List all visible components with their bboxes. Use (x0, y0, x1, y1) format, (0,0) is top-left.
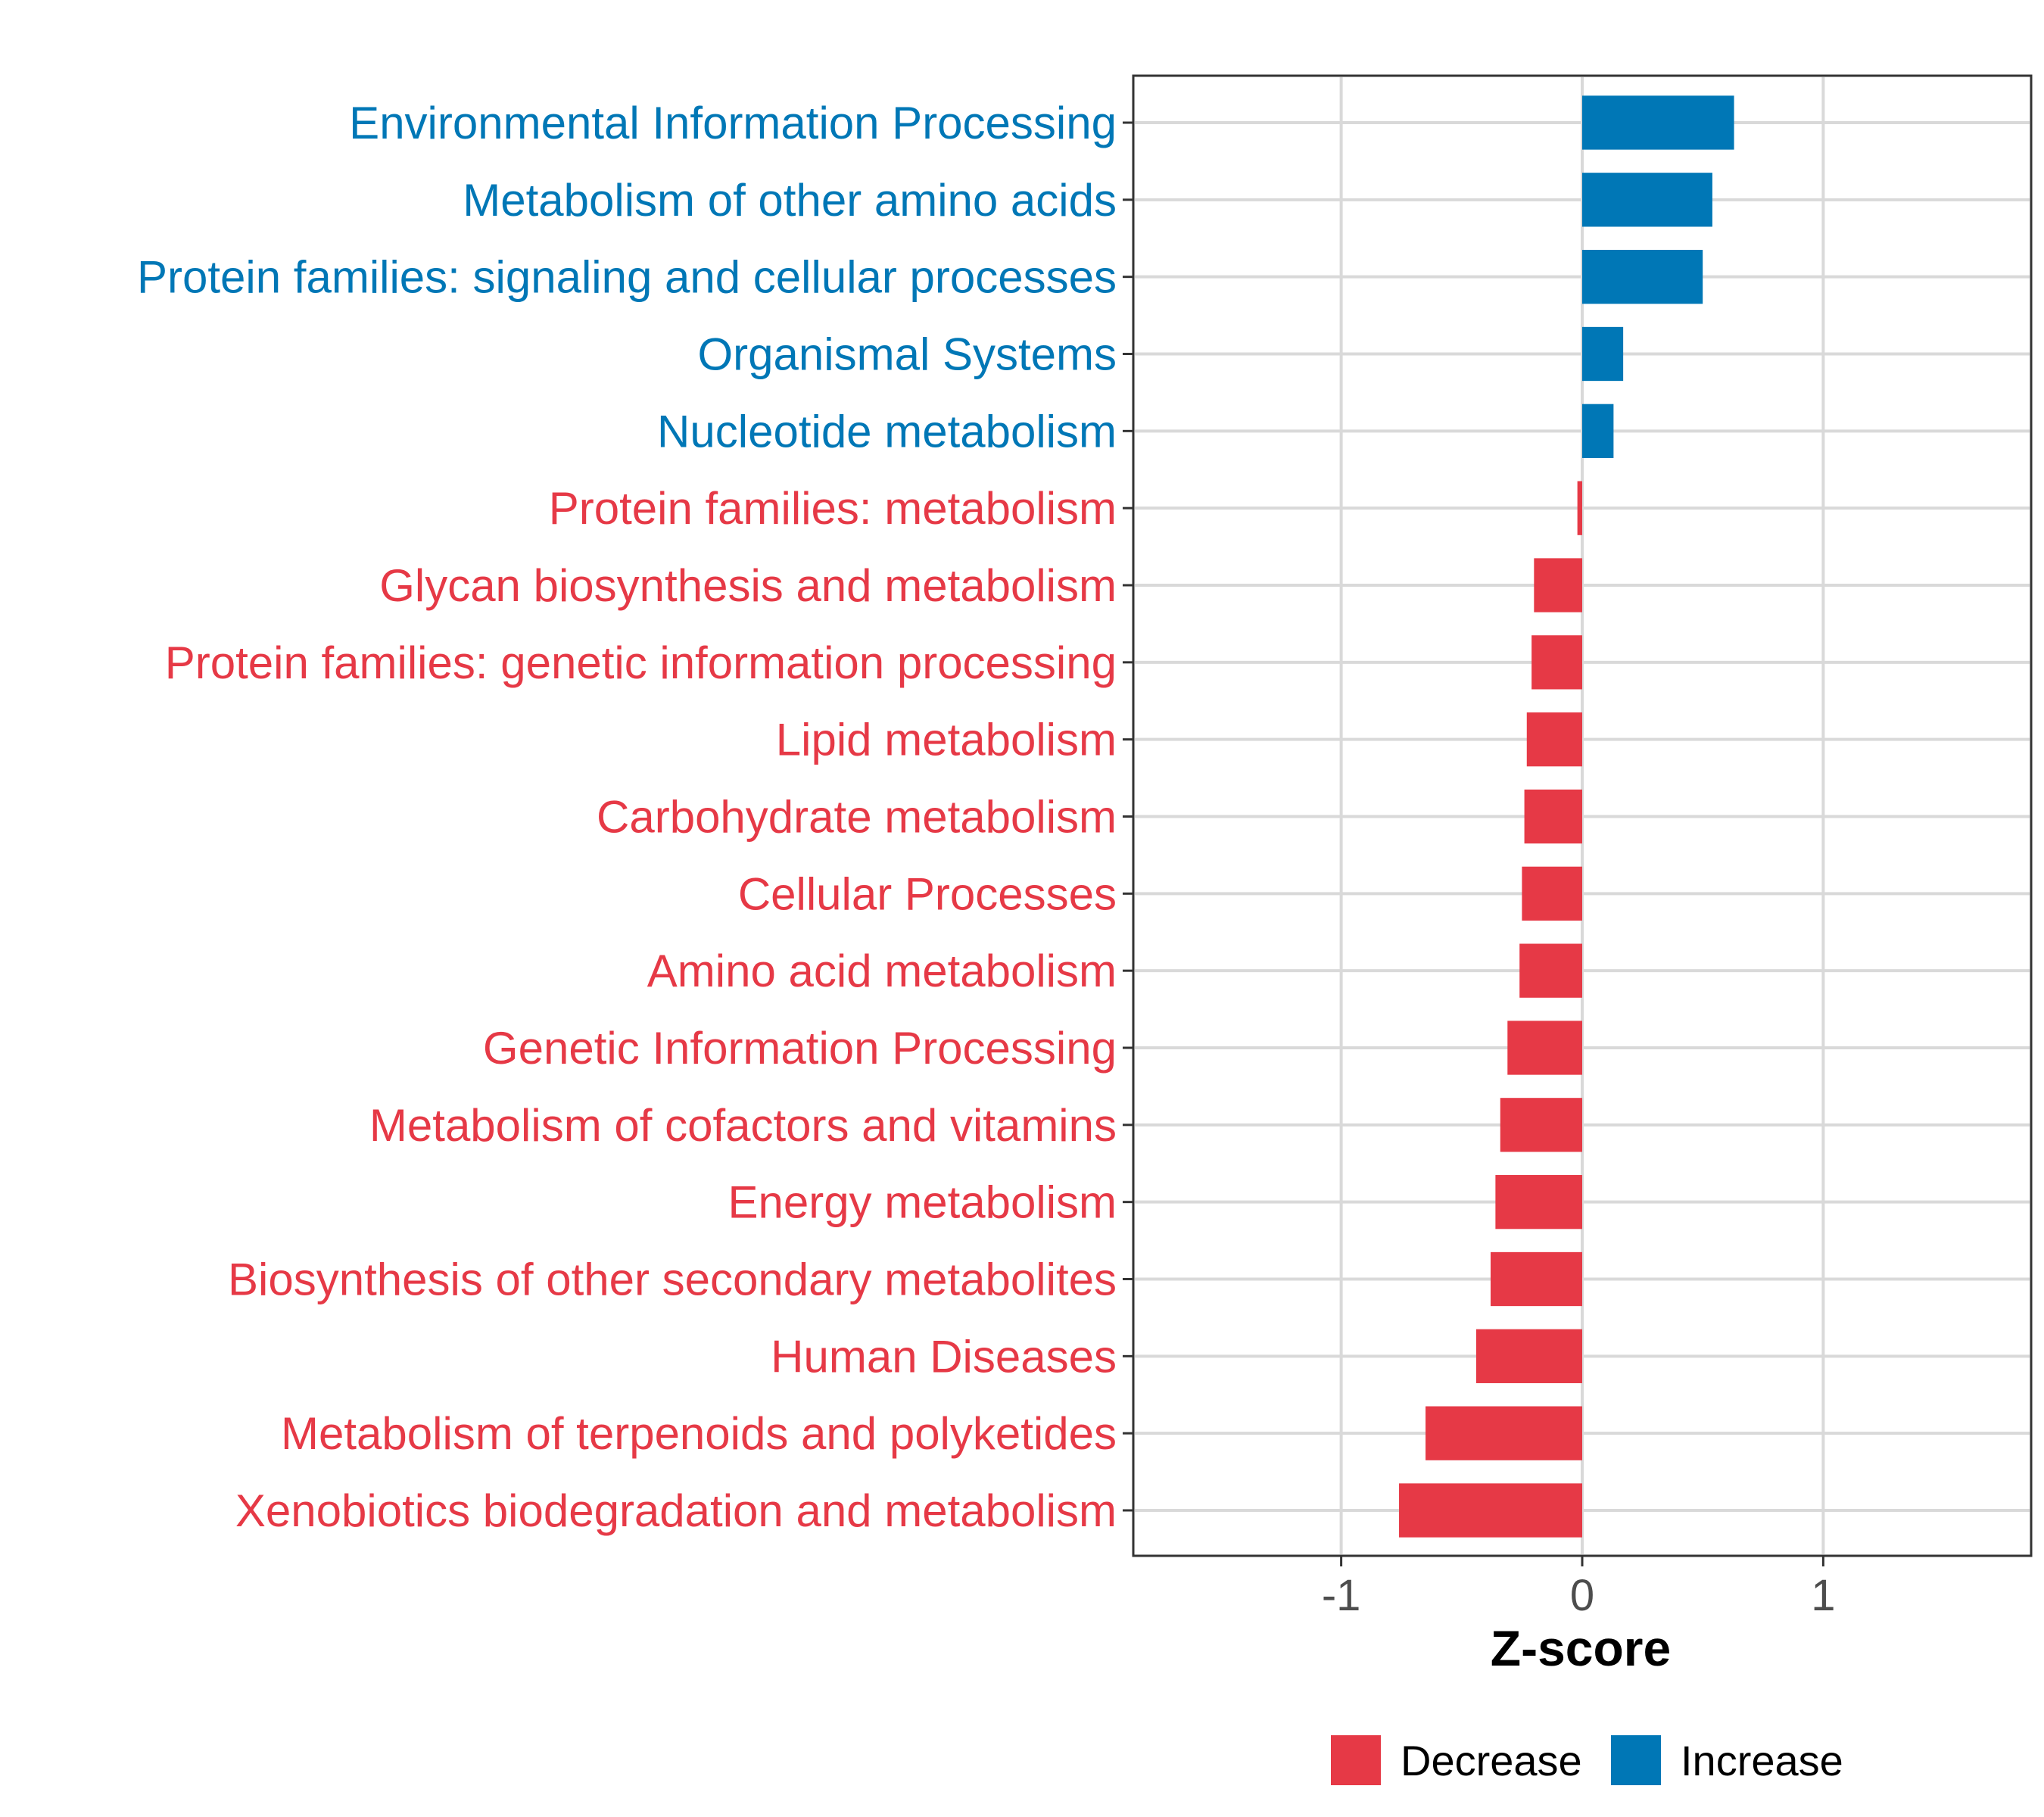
category-label: Glycan biosynthesis and metabolism (379, 560, 1117, 611)
category-label: Metabolism of other amino acids (463, 175, 1117, 226)
bar (1519, 943, 1582, 998)
x-tick-layer: -1 0 1 (1322, 1556, 1836, 1620)
bar (1577, 481, 1582, 535)
bar (1582, 404, 1614, 458)
bar (1500, 1098, 1582, 1152)
category-label: Environmental Information Processing (349, 98, 1117, 148)
category-label: Protein families: signaling and cellular… (137, 252, 1117, 303)
legend-label-increase: Increase (1681, 1737, 1843, 1784)
bar (1522, 866, 1582, 921)
bar (1426, 1406, 1582, 1460)
category-label: Lipid metabolism (776, 715, 1117, 765)
category-label: Genetic Information Processing (483, 1023, 1117, 1074)
category-label: Human Diseases (771, 1331, 1117, 1382)
bar (1524, 789, 1582, 844)
x-tick-label: 1 (1811, 1571, 1835, 1620)
legend-label-decrease: Decrease (1401, 1737, 1582, 1784)
category-label: Amino acid metabolism (647, 946, 1117, 996)
category-label: Protein families: genetic information pr… (165, 637, 1117, 688)
category-label: Energy metabolism (728, 1177, 1117, 1228)
y-tick-layer: Environmental Information Processing Meta… (137, 98, 1133, 1536)
legend-swatch-increase (1611, 1735, 1661, 1785)
category-label: Nucleotide metabolism (657, 406, 1117, 457)
bar (1526, 712, 1582, 767)
bar (1582, 173, 1712, 227)
bar (1534, 558, 1582, 612)
x-tick-label: 0 (1570, 1571, 1594, 1620)
bar (1491, 1251, 1582, 1307)
legend-swatch-decrease (1331, 1735, 1381, 1785)
category-label: Metabolism of cofactors and vitamins (369, 1100, 1117, 1151)
bar (1582, 250, 1703, 304)
category-label: Organismal Systems (698, 329, 1117, 380)
bar-layer (1399, 95, 1734, 1538)
category-label: Carbohydrate metabolism (597, 792, 1117, 843)
category-label: Protein families: metabolism (549, 483, 1117, 534)
category-label: Metabolism of terpenoids and polyketides (281, 1408, 1117, 1459)
category-label: Cellular Processes (738, 868, 1117, 919)
x-axis-title: Z-score (1491, 1620, 1671, 1676)
bar (1399, 1483, 1582, 1538)
bar (1475, 1329, 1582, 1383)
bar (1507, 1021, 1582, 1075)
category-label: Xenobiotics biodegradation and metabolis… (235, 1485, 1117, 1536)
bar (1531, 635, 1582, 690)
category-label: Biosynthesis of other secondary metaboli… (228, 1254, 1117, 1305)
bar (1582, 326, 1624, 382)
legend: Decrease Increase (1331, 1735, 1843, 1785)
bar (1582, 95, 1734, 150)
x-tick-label: -1 (1322, 1571, 1361, 1620)
bar (1495, 1175, 1582, 1230)
